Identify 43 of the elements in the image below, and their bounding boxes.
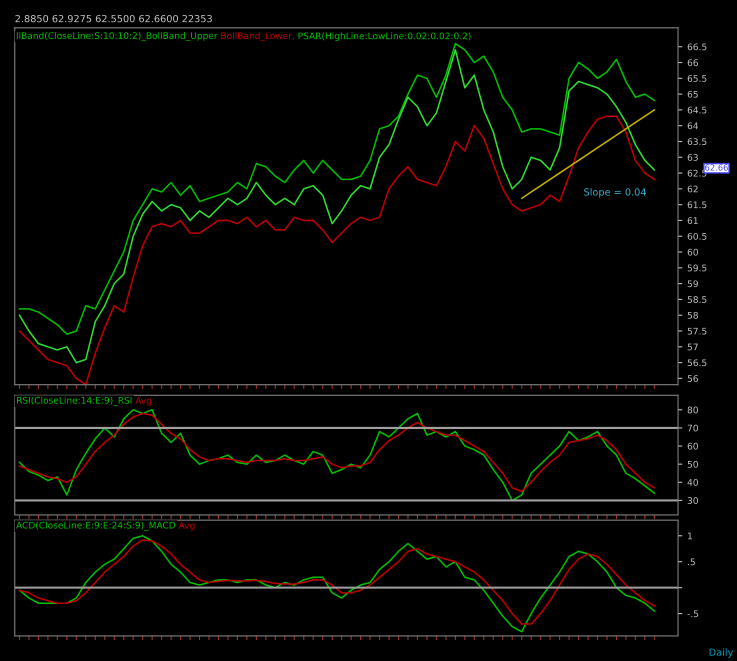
y-tick-label: 58 — [688, 312, 698, 319]
y-tick-label: 58.5 — [688, 296, 706, 303]
text: Avg — [178, 522, 194, 531]
y-tick-label: 57.5 — [688, 328, 706, 335]
y-tick-label: 56.5 — [688, 359, 706, 366]
y-tick-label: -.5 — [688, 610, 698, 618]
y-tick-label: .5 — [688, 558, 695, 566]
y-tick-label: 1 — [688, 532, 692, 540]
chart-title: 2.8850 62.9275 62.5500 62.6600 22353 — [15, 14, 212, 22]
annotation: PSAR(HighLine:LowLine:0.02:0.02:0.2) — [298, 32, 471, 42]
y-tick-label: 64.5 — [688, 106, 706, 114]
line-series — [18, 115, 656, 385]
y-tick-label: 61.5 — [688, 201, 706, 208]
y-tick-label: 65 — [688, 90, 698, 98]
y-tick-label: 57 — [688, 344, 698, 350]
text: Daily — [710, 648, 734, 658]
y-tick-label: 80 — [688, 406, 698, 414]
y-tick-label: 50 — [688, 460, 698, 468]
y-tick-label: 56 — [688, 375, 698, 382]
y-tick-label: 65.5 — [688, 75, 706, 82]
y-tick-label: 66.5 — [688, 43, 706, 50]
text: llBand(CloseLine:S:10:10:2)_BollBand_Upper — [16, 32, 218, 42]
y-tick-label: 60 — [688, 442, 698, 450]
y-tick-label: 30 — [688, 497, 698, 504]
y-tick-label: 66 — [688, 59, 698, 66]
text: BollBand_Lower, — [221, 32, 294, 42]
y-tick-label: 60 — [688, 248, 698, 256]
y-tick-label: 63.5 — [688, 138, 706, 146]
y-tick-label: 59 — [688, 280, 698, 288]
y-tick-label: 40 — [688, 479, 698, 486]
y-tick-label: 62 — [688, 186, 698, 192]
y-tick-label: 61 — [688, 217, 698, 224]
y-tick-label: 63 — [688, 154, 698, 161]
y-tick-label: 60.5 — [688, 232, 706, 240]
y-tick-label: 64 — [688, 122, 698, 130]
line-series — [520, 109, 656, 200]
y-tick-label: 59.5 — [688, 264, 706, 272]
series-label: Avg — [135, 397, 152, 406]
series-label: RSI(CloseLine:14:E:9)_RSI — [16, 396, 132, 406]
text: 62.66 — [705, 164, 728, 171]
y-tick-label: 70 — [688, 424, 698, 432]
annotation: Slope = 0.04 — [584, 188, 646, 198]
text: ACD(CloseLine:E:9:E:24:S:9)_MACD — [16, 522, 176, 531]
